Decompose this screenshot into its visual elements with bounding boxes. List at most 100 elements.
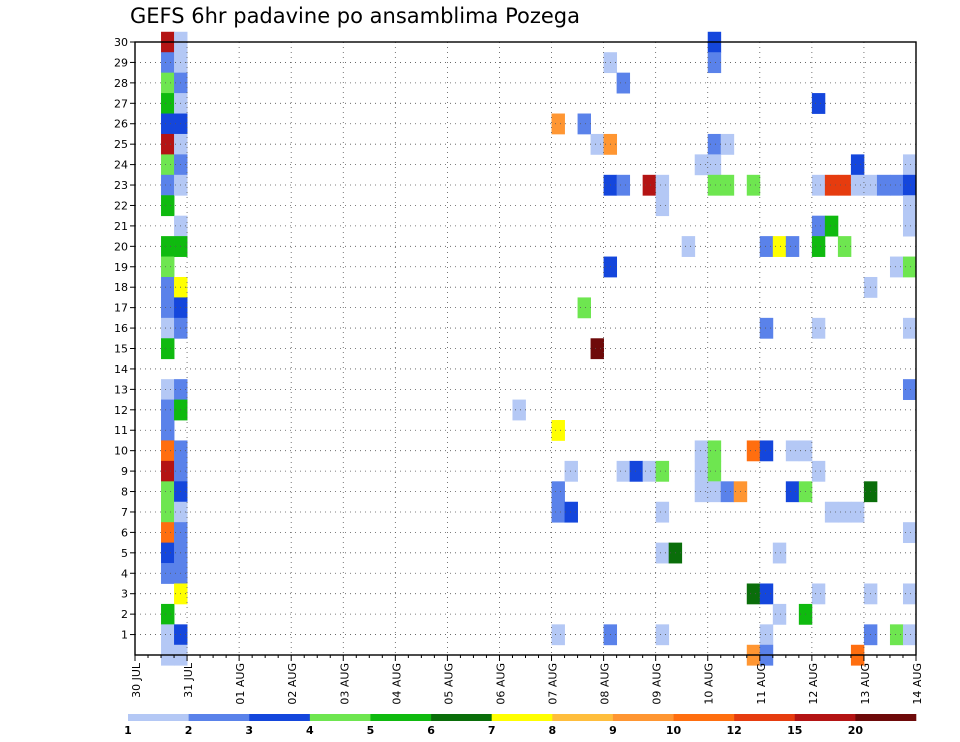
colorbar-label: 15 <box>787 724 802 737</box>
colorbar-swatch <box>128 714 189 721</box>
heatmap-cell <box>655 174 670 196</box>
heatmap-cell <box>707 154 722 176</box>
heatmap-cell <box>707 481 722 503</box>
heatmap-cell <box>902 215 917 237</box>
heatmap-cell <box>902 624 917 646</box>
x-tick-label: 12 AUG <box>807 663 820 705</box>
heatmap-cell <box>772 236 787 257</box>
y-tick-label: 27 <box>114 97 128 110</box>
colorbar-swatch <box>431 714 492 721</box>
y-tick-label: 6 <box>121 526 128 539</box>
colorbar-swatch <box>491 714 553 721</box>
y-tick-label: 12 <box>114 404 128 417</box>
colorbar-label: 7 <box>488 724 496 737</box>
heatmap-cell <box>161 399 175 421</box>
y-tick-label: 2 <box>121 608 128 621</box>
heatmap-cell <box>655 501 670 523</box>
x-tick-label: 03 AUG <box>338 663 351 705</box>
heatmap-cell <box>902 583 917 605</box>
heatmap-cell <box>616 174 631 196</box>
heatmap-cell <box>551 481 565 503</box>
heatmap-cell <box>694 481 709 503</box>
heatmap-cell <box>811 215 826 237</box>
heatmap-cell <box>811 460 826 482</box>
heatmap-cell <box>161 501 175 523</box>
heatmap-cell <box>590 133 604 155</box>
y-tick-label: 16 <box>114 322 128 335</box>
heatmap-cell <box>564 501 578 523</box>
y-tick-label: 9 <box>121 465 128 478</box>
heatmap-cell <box>616 460 631 482</box>
y-tick-label: 26 <box>114 118 128 131</box>
colorbar-swatch <box>673 714 735 721</box>
y-tick-label: 4 <box>121 567 128 580</box>
heatmap-cell <box>161 624 175 646</box>
y-tick-label: 22 <box>114 199 128 212</box>
y-tick-label: 19 <box>114 261 128 274</box>
heatmap-cell <box>161 72 175 94</box>
y-tick-label: 15 <box>114 343 128 356</box>
heatmap-cell <box>837 501 852 523</box>
heatmap-cell <box>811 174 826 196</box>
colorbar-label: 4 <box>306 724 314 737</box>
colorbar-swatch <box>552 714 614 721</box>
y-tick-label: 13 <box>114 383 128 396</box>
colorbar-label: 9 <box>609 724 617 737</box>
colorbar-label: 12 <box>726 724 741 737</box>
heatmap-cell <box>161 338 175 360</box>
heatmap-cell <box>889 256 904 278</box>
heatmap-cell <box>876 174 891 196</box>
heatmap-cell <box>746 174 761 196</box>
colorbar-swatch <box>734 714 796 721</box>
y-tick-label: 5 <box>121 547 128 560</box>
x-tick-label: 09 AUG <box>651 663 664 705</box>
heatmap-cell <box>161 481 175 503</box>
heatmap-cell <box>837 174 852 196</box>
y-tick-label: 29 <box>114 56 128 69</box>
heatmap-cell <box>655 624 670 646</box>
heatmap-cell <box>720 174 735 196</box>
heatmap-cell <box>759 583 774 605</box>
heatmap-cell <box>161 93 175 114</box>
heatmap-cell <box>824 215 839 237</box>
heatmap-cell <box>694 154 709 176</box>
heatmap-cell <box>902 379 917 400</box>
x-tick-label: 13 AUG <box>859 663 872 705</box>
heatmap-cell <box>551 624 565 646</box>
heatmap-cell <box>655 542 670 564</box>
heatmap-cell <box>772 542 787 564</box>
x-tick-label: 11 AUG <box>755 663 768 705</box>
heatmap-cell <box>161 317 175 339</box>
heatmap-cell <box>746 583 761 605</box>
heatmap-cell <box>681 236 696 257</box>
heatmap-cell <box>577 297 591 319</box>
y-tick-label: 28 <box>114 77 128 90</box>
cells-layer <box>161 31 917 666</box>
heatmap-cell <box>707 440 722 462</box>
heatmap-cell <box>889 624 904 646</box>
y-tick-label: 21 <box>114 220 128 233</box>
heatmap-cell <box>161 276 175 298</box>
heatmap-cell <box>824 174 839 196</box>
heatmap-cell <box>161 256 175 278</box>
heatmap-cell <box>551 420 565 441</box>
heatmap-cell <box>902 174 917 196</box>
heatmap-cell <box>720 481 735 503</box>
heatmap-cell <box>161 460 175 482</box>
heatmap-cell <box>564 460 578 482</box>
colorbar-label: 6 <box>427 724 435 737</box>
heatmap-cell <box>785 440 800 462</box>
heatmap-cell <box>746 440 761 462</box>
heatmap-cell <box>694 440 709 462</box>
heatmap-cell <box>850 501 865 523</box>
heatmap-cell <box>577 113 591 135</box>
heatmap-cell <box>902 317 917 339</box>
heatmap-cell <box>811 583 826 605</box>
heatmap-cell <box>759 236 774 257</box>
x-tick-label: 05 AUG <box>442 663 455 705</box>
heatmap-cell <box>161 113 175 135</box>
x-tick-label: 04 AUG <box>390 663 403 705</box>
colorbar-swatch <box>794 714 856 721</box>
heatmap-cell <box>161 52 175 74</box>
